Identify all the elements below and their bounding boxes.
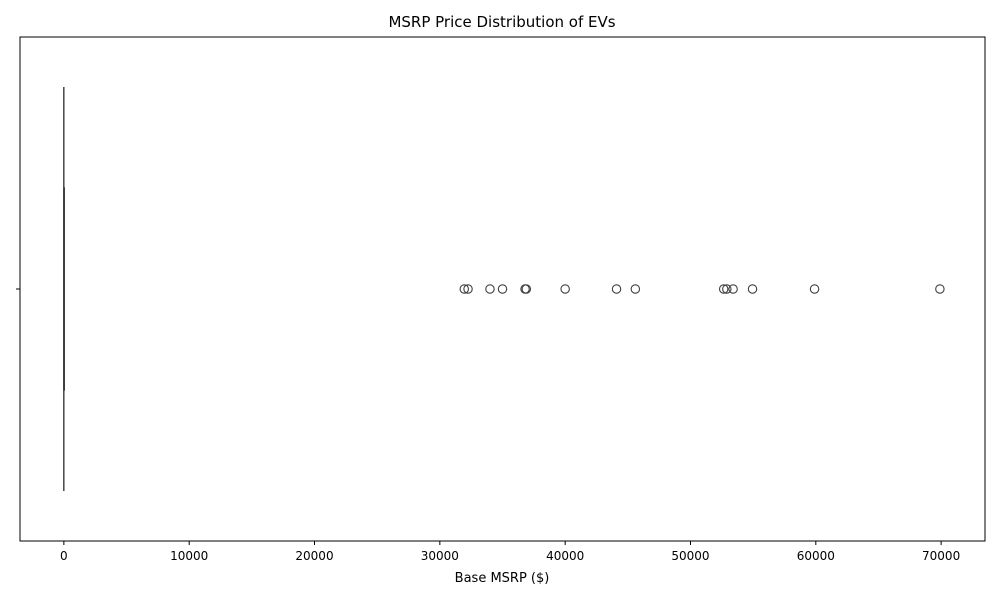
x-tick-label: 60000: [797, 549, 835, 563]
outlier-point: [497, 284, 508, 294]
outlier-point: [459, 284, 470, 294]
x-tick-label: 0: [60, 549, 68, 563]
x-tick-label: 70000: [922, 549, 960, 563]
x-axis-ticks: 0 10000 20000 30000 40000 50000 60000 70000: [60, 541, 960, 563]
outlier-point: [630, 284, 641, 294]
outlier-point: [722, 284, 732, 294]
outlier-point: [728, 284, 738, 294]
plot-frame: [19, 36, 986, 542]
outlier-point: [611, 284, 622, 294]
x-tick-label: 20000: [295, 549, 333, 563]
outlier-point: [809, 284, 820, 294]
outlier-point: [935, 284, 945, 294]
outlier-point: [463, 284, 473, 294]
x-tick-label: 30000: [421, 549, 459, 563]
outlier-point: [521, 284, 532, 294]
outlier-points: [459, 284, 945, 294]
outlier-point: [718, 284, 729, 294]
outlier-point: [485, 284, 495, 294]
outlier-point: [747, 284, 758, 294]
x-axis-label: Base MSRP ($): [455, 571, 550, 586]
plot-area: [19, 36, 986, 542]
chart-title: MSRP Price Distribution of EVs: [388, 13, 615, 31]
x-tick-label: 40000: [546, 549, 584, 563]
x-tick-label: 50000: [671, 549, 709, 563]
outlier-point: [560, 284, 570, 294]
x-tick-label: 10000: [170, 549, 208, 563]
